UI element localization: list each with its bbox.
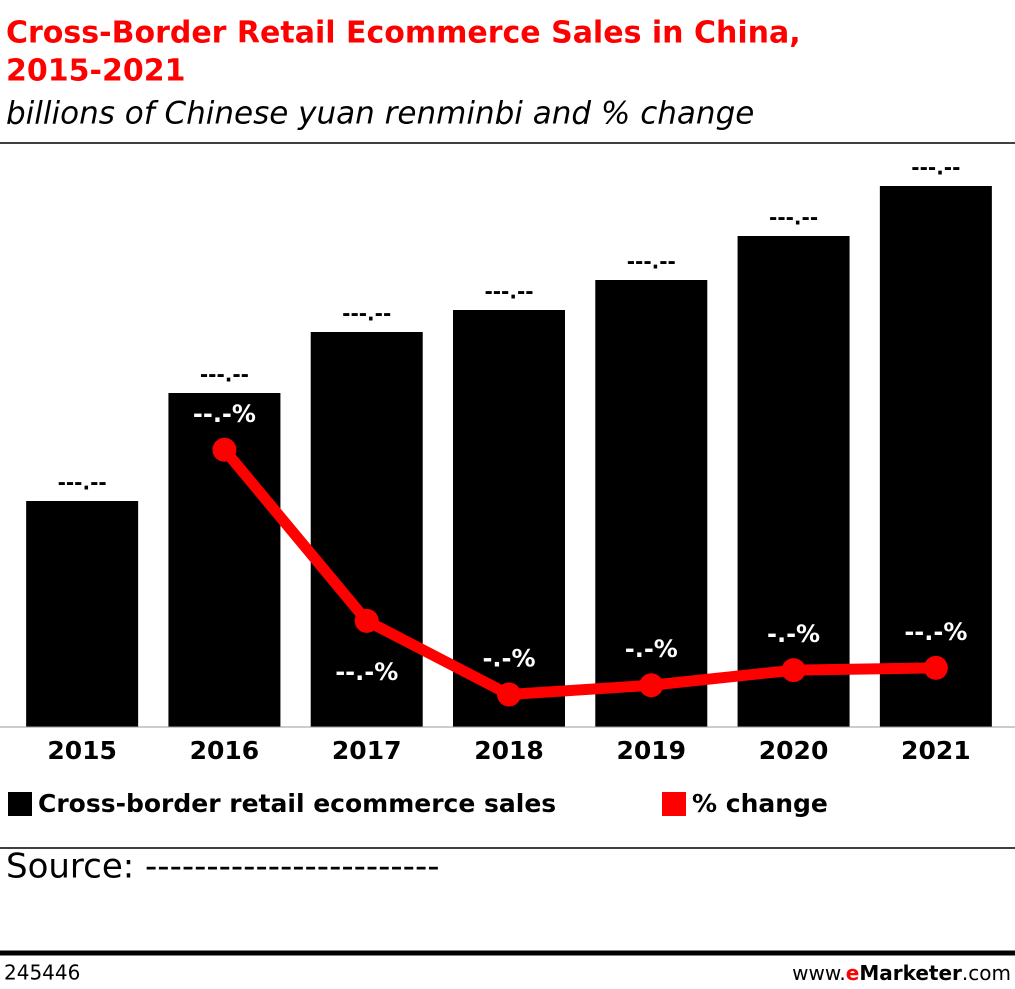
value-label: ---.-- (342, 302, 391, 326)
point (354, 608, 379, 633)
point (212, 437, 237, 462)
x-tick-label: 2020 (759, 736, 829, 765)
footer-site: www.eMarketer.com (792, 961, 1011, 985)
value-label: --.-% (904, 618, 967, 646)
bar (310, 332, 423, 727)
bar (879, 186, 992, 727)
value-label: ---.-- (627, 250, 676, 274)
value-label: --.-% (335, 658, 398, 686)
value-label: -.-% (625, 635, 678, 663)
chart-subtitle: billions of Chinese yuan renminbi and % … (6, 96, 754, 132)
bar (595, 280, 708, 727)
point (639, 673, 664, 698)
footer-id: 245446 (4, 961, 80, 985)
point (781, 658, 806, 683)
bar (737, 236, 850, 727)
chart-title: Cross-Border Retail Ecommerce Sales in C… (6, 16, 801, 51)
source: Source: ------------------------ (6, 847, 439, 887)
value-label: ---.-- (769, 206, 818, 230)
value-label: ---.-- (911, 156, 960, 180)
site: e (846, 961, 860, 985)
value-label: --.-% (193, 400, 256, 428)
x-tick-label: 2017 (332, 736, 402, 765)
x-tick-label: 2019 (616, 736, 686, 765)
x-tick-label: 2016 (190, 736, 260, 765)
x-tick-label: 2015 (47, 736, 117, 765)
point (923, 655, 948, 680)
site: www. (792, 961, 846, 985)
value-label: ---.-- (484, 280, 533, 304)
x-tick-label: 2018 (474, 736, 544, 765)
legend-label: Cross-border retail ecommerce sales (38, 789, 556, 818)
site: Marketer (859, 961, 962, 985)
chart-title: 2015-2021 (6, 54, 185, 89)
legend-swatch (662, 792, 686, 816)
value-label: -.-% (767, 620, 820, 648)
site: .com (962, 961, 1011, 985)
bar (26, 501, 139, 727)
value-label: -.-% (482, 645, 535, 673)
legend-label: % change (692, 789, 828, 818)
point (497, 682, 521, 707)
value-label: ---.-- (200, 363, 249, 387)
bar (453, 310, 565, 727)
x-tick-label: 2021 (901, 736, 971, 765)
value-label: ---.-- (58, 471, 107, 495)
legend-swatch (8, 792, 32, 816)
line (220, 446, 936, 701)
